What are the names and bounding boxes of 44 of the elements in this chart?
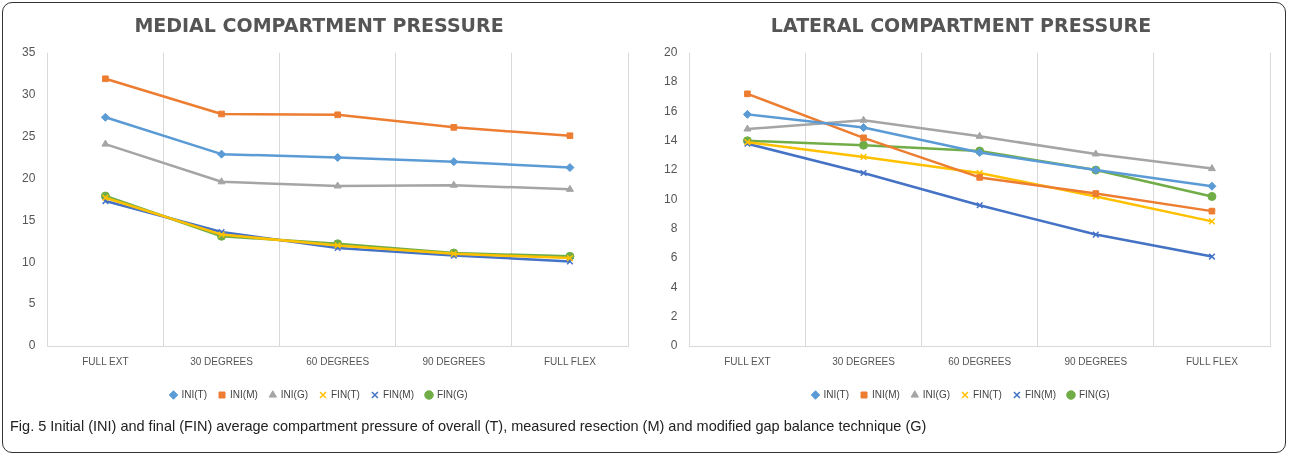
- chart-title: MEDIAL COMPARTMENT PRESSURE: [134, 14, 504, 37]
- y-tick-label: 15: [21, 212, 36, 227]
- legend-label: FIN(T): [973, 388, 1002, 400]
- legend-label: INI(M): [872, 388, 900, 400]
- y-tick-label: 16: [663, 103, 678, 118]
- legend-label: FIN(M): [382, 388, 414, 400]
- x-tick-label: 90 DEGREES: [422, 355, 486, 367]
- y-tick-label: 18: [663, 74, 678, 89]
- x-tick-label: FULL FLEX: [1186, 355, 1239, 367]
- x-tick-label: 30 DEGREES: [832, 355, 896, 367]
- legend-label: INI(M): [230, 388, 258, 400]
- y-tick-label: 14: [663, 133, 678, 148]
- y-tick-label: 35: [21, 45, 36, 60]
- y-tick-label: 6: [670, 250, 678, 265]
- y-tick-label: 5: [28, 296, 36, 311]
- legend-label: FIN(T): [331, 388, 360, 400]
- x-tick-label: FULL EXT: [724, 355, 771, 367]
- y-tick-label: 20: [663, 45, 678, 60]
- legend-label: FIN(G): [436, 388, 468, 400]
- y-tick-label: 12: [663, 162, 678, 177]
- legend-label: INI(T): [823, 388, 850, 400]
- legend-label: FIN(M): [1024, 388, 1056, 400]
- y-tick-label: 8: [670, 221, 678, 236]
- y-tick-label: 30: [21, 87, 36, 101]
- caption: Fig. 5 Initial (INI) and final (FIN) average compartment pressure of overall (T), measured resection (M) and modified gap balance technique (G): [10, 418, 927, 434]
- legend-label: INI(T): [181, 388, 208, 400]
- x-tick-label: FULL FLEX: [544, 355, 597, 367]
- y-tick-label: 25: [21, 128, 36, 143]
- y-tick-label: 10: [21, 254, 36, 269]
- y-tick-label: 2: [670, 308, 678, 323]
- x-tick-label: 90 DEGREES: [1064, 355, 1128, 367]
- y-tick-label: 20: [21, 170, 36, 185]
- x-tick-label: FULL EXT: [82, 355, 129, 367]
- x-tick-label: 60 DEGREES: [306, 355, 370, 367]
- y-tick-label: 0: [28, 338, 36, 353]
- legend-label: FIN(G): [1078, 388, 1110, 400]
- y-tick-label: 0: [670, 338, 678, 353]
- y-tick-label: 10: [663, 191, 678, 206]
- x-tick-label: 30 DEGREES: [190, 355, 254, 367]
- chart-title: LATERAL COMPARTMENT PRESSURE: [770, 14, 1152, 37]
- x-tick-label: 60 DEGREES: [948, 355, 1012, 367]
- legend-label: INI(G): [922, 388, 951, 400]
- y-tick-label: 4: [670, 279, 678, 294]
- legend-label: INI(G): [280, 388, 309, 400]
